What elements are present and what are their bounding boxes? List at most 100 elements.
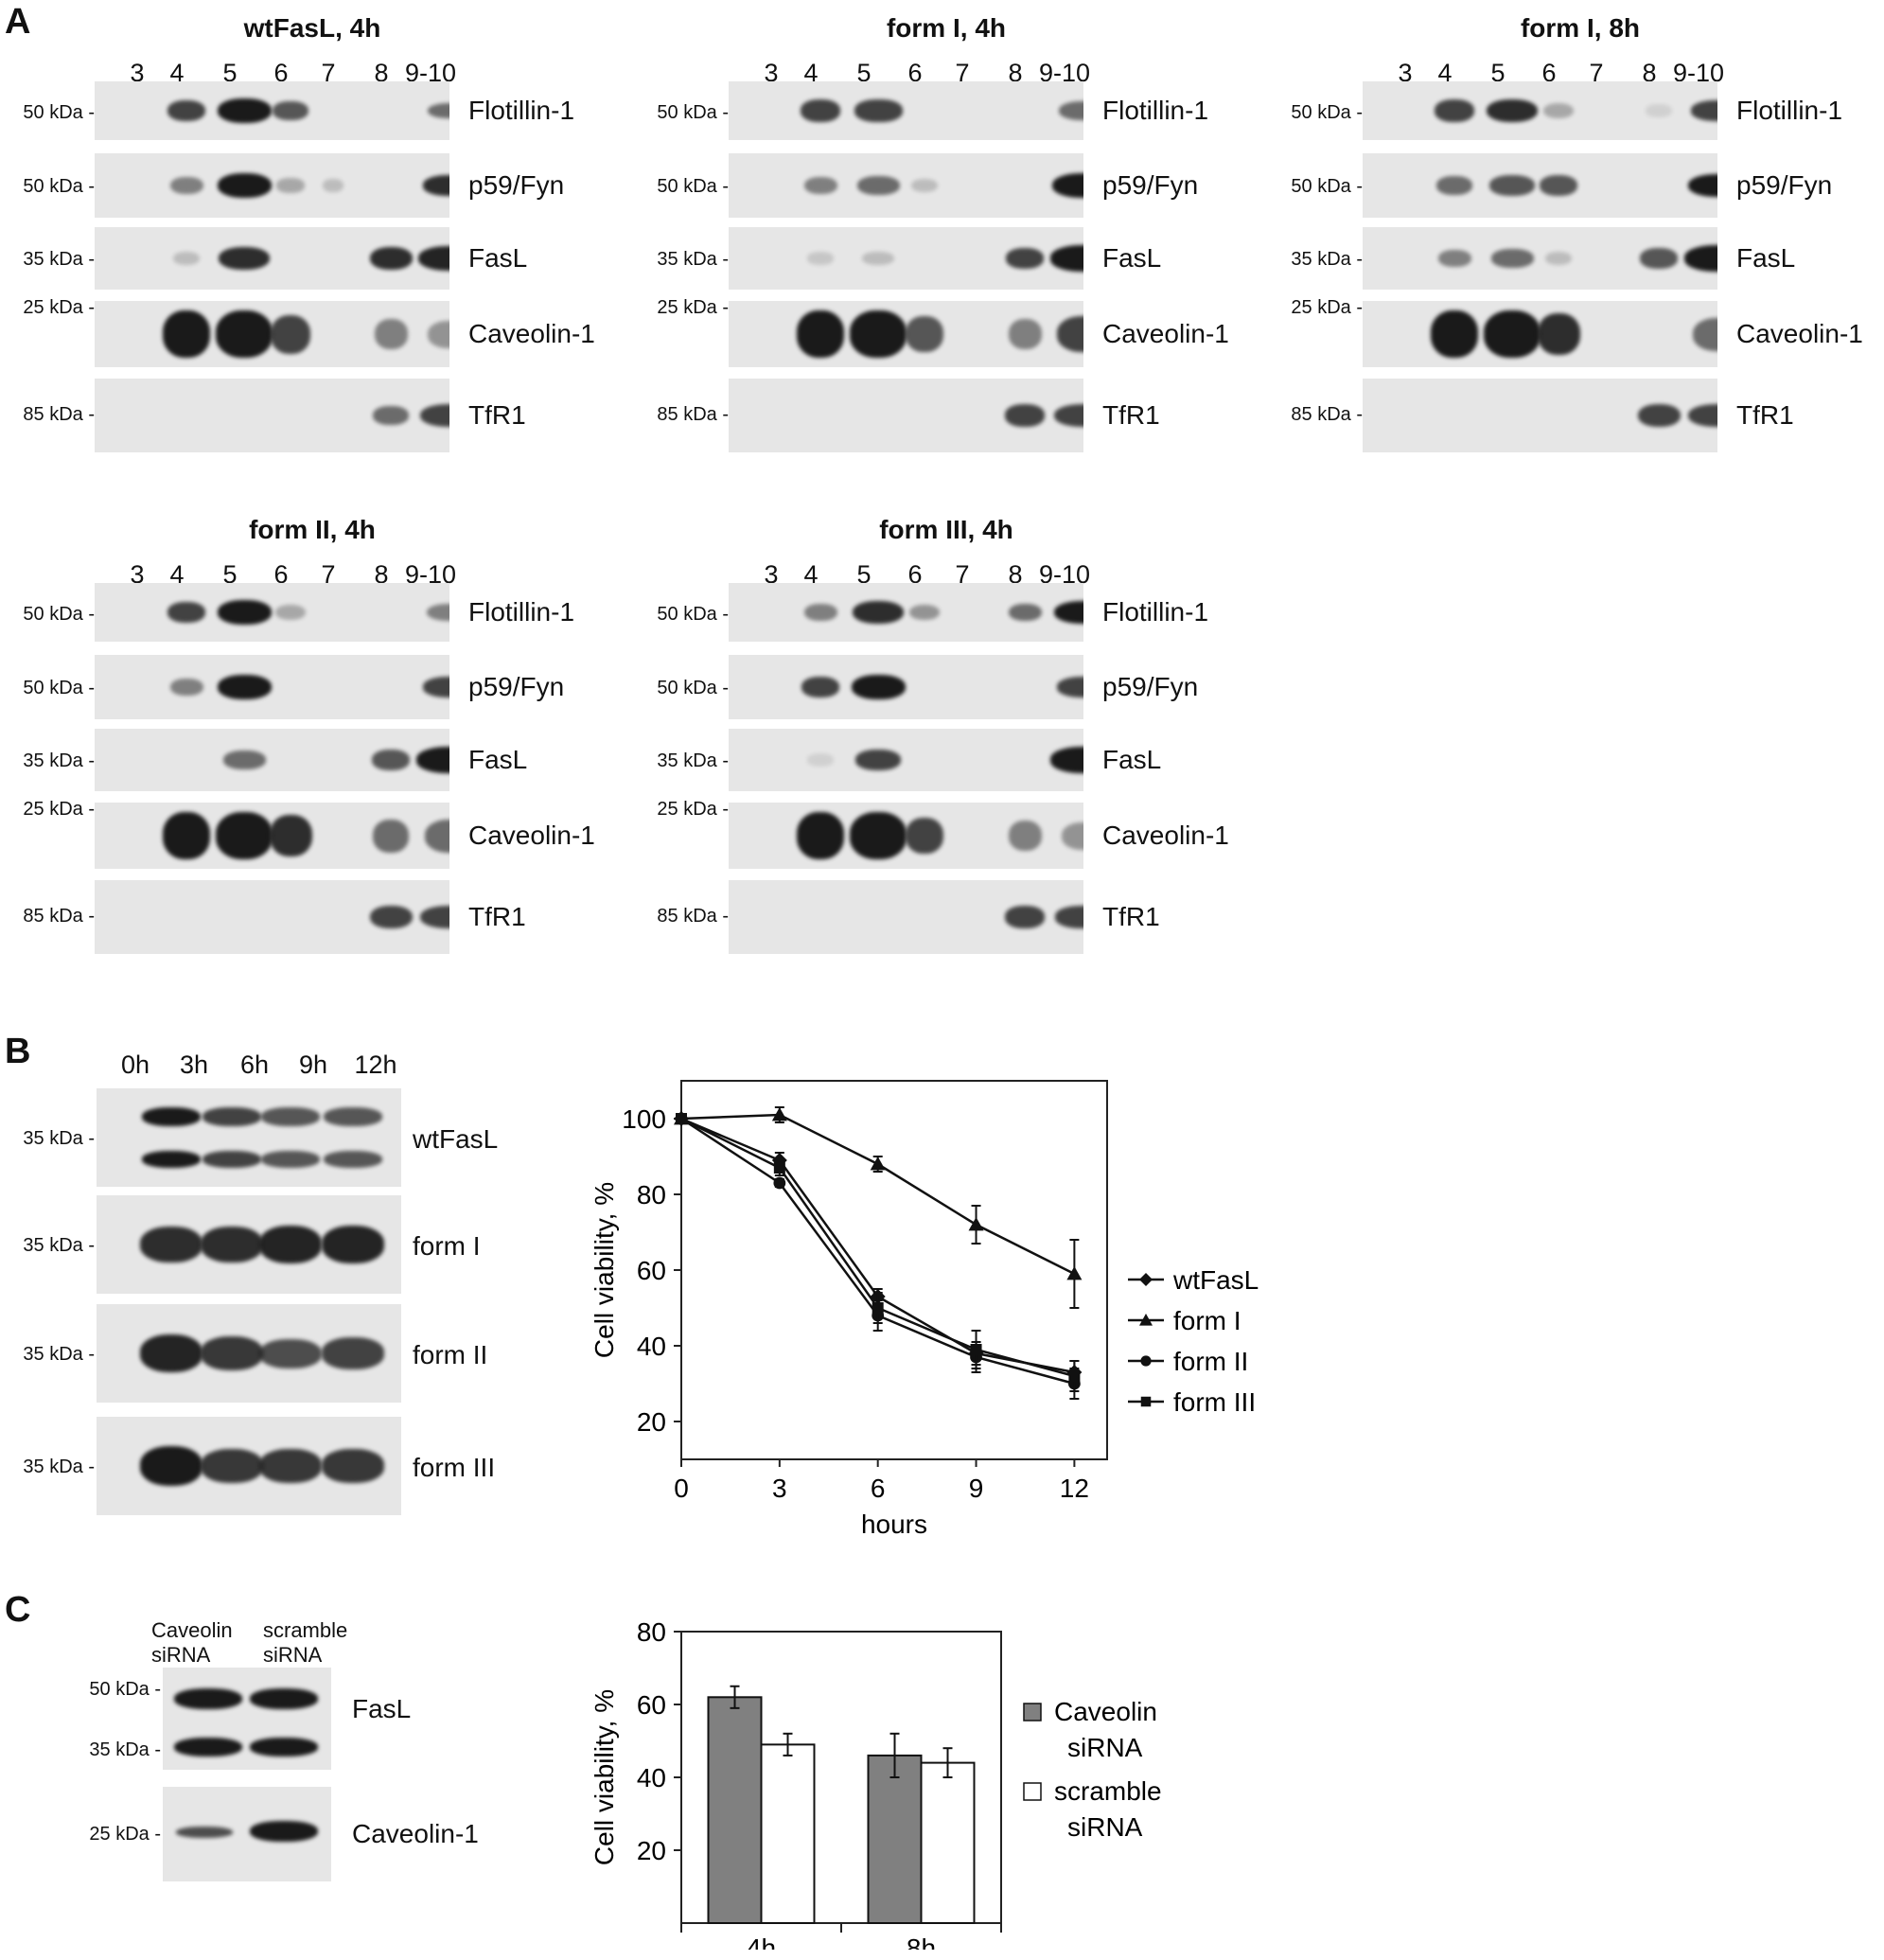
lane-label: 6 bbox=[1541, 59, 1557, 87]
y-tick-label: 20 bbox=[637, 1836, 666, 1865]
blot-group-title: form I, 4h bbox=[886, 13, 1006, 43]
band bbox=[324, 1107, 382, 1126]
lane-label: 3 bbox=[130, 59, 145, 87]
band bbox=[908, 604, 941, 621]
protein-label: p59/Fyn bbox=[468, 672, 565, 701]
protein-label: p59/Fyn bbox=[468, 170, 565, 200]
protein-label: Caveolin-1 bbox=[468, 821, 595, 850]
lane-label: 7 bbox=[955, 560, 970, 589]
legend-label: siRNA bbox=[1067, 1812, 1143, 1842]
band bbox=[259, 1449, 322, 1483]
mw-label: 50 kDa - bbox=[1291, 175, 1363, 197]
blot-caveolin-1 bbox=[729, 301, 1083, 367]
band bbox=[1008, 821, 1042, 851]
band bbox=[861, 251, 895, 266]
band bbox=[163, 812, 210, 859]
panel-letter-c: C bbox=[5, 1590, 31, 1630]
band bbox=[797, 812, 844, 859]
band bbox=[850, 812, 907, 859]
band bbox=[423, 677, 449, 697]
panel-letter-b: B bbox=[5, 1032, 31, 1071]
legend-swatch bbox=[1023, 1782, 1042, 1801]
protein-label: Flotillin-1 bbox=[1102, 597, 1209, 627]
lane-label: 3 bbox=[764, 59, 779, 87]
plot-frame bbox=[680, 1080, 1108, 1460]
mw-label: 25 kDa - bbox=[23, 297, 95, 318]
row-label: wtFasL bbox=[413, 1124, 499, 1154]
mw-label: 50 kDa - bbox=[657, 677, 729, 698]
band bbox=[261, 1151, 320, 1168]
band bbox=[1431, 310, 1478, 358]
band bbox=[856, 176, 900, 195]
lane-label: 6 bbox=[907, 59, 923, 87]
band bbox=[142, 1151, 201, 1168]
triangle-marker bbox=[870, 1157, 886, 1171]
mw-label: 50 kDa - bbox=[23, 603, 95, 625]
band bbox=[222, 750, 266, 769]
band bbox=[801, 677, 839, 697]
band bbox=[1687, 403, 1717, 428]
blot-flotillin-1 bbox=[95, 583, 449, 642]
protein-label: TfR1 bbox=[1102, 902, 1160, 931]
triangle-marker bbox=[771, 1107, 787, 1121]
mw-label: 25 kDa - bbox=[657, 297, 729, 318]
lane-label: 8 bbox=[374, 59, 389, 87]
lane-label: 4 bbox=[169, 59, 185, 87]
blot-wtfasl bbox=[97, 1088, 401, 1187]
lane-label: 5 bbox=[222, 59, 238, 87]
band bbox=[1637, 403, 1681, 428]
band bbox=[373, 406, 409, 425]
band bbox=[1691, 100, 1717, 121]
band bbox=[1057, 677, 1083, 697]
row-label: form I bbox=[413, 1231, 481, 1261]
band bbox=[142, 1107, 201, 1126]
band bbox=[174, 1738, 242, 1757]
mw-label: 25 kDa - bbox=[89, 1824, 161, 1845]
protein-label: p59/Fyn bbox=[1102, 672, 1199, 701]
mw-label: 35 kDa - bbox=[657, 750, 729, 772]
band bbox=[273, 101, 308, 120]
lane-label: 7 bbox=[321, 59, 336, 87]
band bbox=[322, 1337, 384, 1369]
band bbox=[167, 602, 205, 623]
band bbox=[169, 678, 203, 697]
y-tick-label: 60 bbox=[637, 1256, 666, 1285]
band bbox=[428, 102, 449, 119]
protein-label: FasL bbox=[468, 745, 528, 774]
lane-label-caveolin-sirna: Caveolin siRNA bbox=[151, 1618, 233, 1667]
band bbox=[250, 1821, 318, 1842]
legend-label: form II bbox=[1173, 1347, 1248, 1376]
blot-fasl bbox=[729, 227, 1083, 290]
band bbox=[1484, 310, 1541, 358]
band bbox=[1684, 245, 1717, 272]
legend-label: form I bbox=[1173, 1306, 1241, 1335]
band bbox=[910, 178, 939, 193]
band bbox=[374, 319, 408, 349]
blot-fasl bbox=[163, 1668, 331, 1770]
time-label: 3h bbox=[179, 1051, 209, 1079]
blot-group-title: form III, 4h bbox=[879, 515, 1013, 544]
band bbox=[416, 747, 449, 773]
band bbox=[217, 172, 272, 199]
band bbox=[217, 97, 272, 124]
x-tick-label: 4h bbox=[747, 1934, 776, 1950]
band bbox=[174, 1688, 242, 1709]
mw-label: 35 kDa - bbox=[23, 1235, 95, 1256]
lane-label: 3 bbox=[764, 560, 779, 589]
square-marker bbox=[970, 1344, 982, 1355]
band bbox=[1687, 173, 1717, 198]
lane-label: 7 bbox=[1589, 59, 1604, 87]
band bbox=[906, 818, 943, 854]
band bbox=[216, 310, 273, 358]
protein-label: Flotillin-1 bbox=[1736, 96, 1843, 125]
y-tick-label: 60 bbox=[637, 1690, 666, 1720]
lane-label: 8 bbox=[374, 560, 389, 589]
blot-tfr1 bbox=[729, 379, 1083, 452]
band bbox=[201, 1227, 263, 1263]
band bbox=[1051, 172, 1083, 199]
band bbox=[172, 251, 201, 266]
blot-group-title: wtFasL, 4h bbox=[243, 13, 381, 43]
band bbox=[274, 604, 307, 621]
band bbox=[426, 603, 449, 622]
band bbox=[797, 310, 844, 358]
